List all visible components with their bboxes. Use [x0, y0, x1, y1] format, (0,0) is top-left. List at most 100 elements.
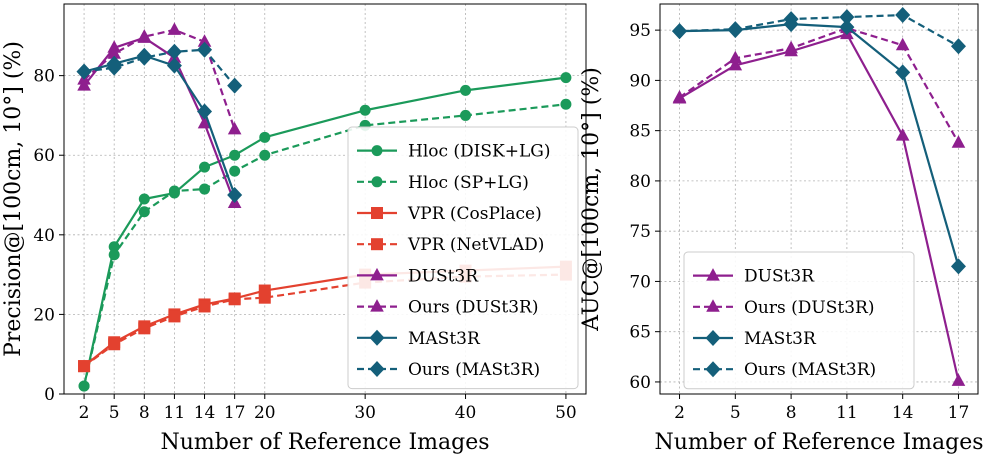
data-point — [728, 50, 743, 64]
legend-item: Ours (DUSt3R) — [693, 298, 874, 318]
data-point — [460, 84, 472, 96]
legend-swatch-marker — [706, 268, 720, 281]
data-point — [359, 104, 371, 116]
data-point — [137, 29, 152, 42]
legend-swatch-marker — [371, 176, 383, 188]
series-line — [83, 28, 236, 130]
data-point — [950, 38, 966, 55]
legend-box — [683, 251, 915, 390]
legend-item: DUSt3R — [357, 266, 479, 286]
data-point — [950, 258, 966, 275]
series-line — [679, 23, 960, 267]
data-point — [199, 183, 211, 195]
data-point — [672, 89, 687, 103]
data-point — [672, 23, 688, 40]
data-point — [728, 57, 743, 71]
data-point — [951, 373, 966, 386]
y-tick-label: 0 — [44, 385, 55, 405]
series-line — [83, 48, 236, 87]
legend-item: DUSt3R — [693, 267, 815, 287]
legend-item: MASt3R — [693, 329, 817, 349]
legend-label: Ours (MASt3R) — [408, 360, 540, 380]
legend-label: DUSt3R — [744, 267, 815, 287]
data-point — [227, 121, 242, 135]
data-point — [136, 49, 152, 66]
series-line — [83, 36, 236, 204]
x-tick-label: 5 — [109, 403, 120, 423]
data-point — [166, 43, 182, 60]
data-point — [784, 40, 798, 54]
data-point — [138, 193, 150, 205]
legend-swatch-marker — [371, 238, 383, 251]
x-tick-label: 11 — [164, 403, 186, 423]
legend-label: Ours (MASt3R) — [744, 360, 876, 380]
data-point — [227, 187, 243, 204]
legend-item: Ours (MASt3R) — [693, 360, 876, 380]
series-ours-mast3r — [672, 7, 966, 55]
data-point — [197, 41, 213, 58]
plot-frame — [659, 3, 979, 395]
x-tick-label: 2 — [79, 403, 90, 423]
data-point — [168, 185, 180, 197]
x-axis-label: Number of Reference Images — [654, 430, 983, 455]
data-point — [227, 77, 243, 94]
legend-swatch-marker — [706, 299, 720, 312]
data-point — [78, 360, 91, 373]
y-axis-label: Precision@[100cm, 10°] (%) — [1, 41, 26, 357]
x-tick-label: 50 — [555, 403, 577, 423]
x-tick-label: 5 — [730, 403, 741, 423]
x-tick-label: 20 — [254, 403, 276, 423]
y-tick-label: 60 — [33, 146, 55, 166]
legend-label: MASt3R — [408, 329, 481, 349]
y-tick-label: 90 — [629, 71, 651, 91]
data-point — [259, 131, 271, 143]
data-point — [895, 37, 910, 51]
legend-swatch-marker — [369, 361, 385, 377]
legend-label: MASt3R — [744, 329, 817, 349]
series-ours-mast3r — [76, 41, 243, 94]
legend-item: MASt3R — [357, 329, 481, 349]
data-point — [107, 46, 121, 59]
y-tick-label: 40 — [33, 226, 55, 246]
data-point — [228, 293, 241, 306]
data-point — [167, 22, 182, 35]
y-tick-label: 20 — [33, 305, 55, 325]
data-point — [229, 149, 241, 161]
data-point — [895, 128, 910, 141]
x-tick-label: 8 — [786, 403, 797, 423]
legend-swatch-marker — [369, 329, 385, 346]
x-tick-label: 8 — [139, 403, 150, 423]
legend-item: Hloc (DISK+LG) — [357, 142, 551, 162]
legend-label: Ours (DUSt3R) — [408, 298, 538, 318]
series-ours-dust3r — [77, 22, 242, 135]
y-tick-label: 60 — [629, 373, 651, 393]
data-point — [168, 310, 181, 323]
y-tick-label: 85 — [629, 122, 651, 142]
legend-swatch-marker — [705, 330, 721, 346]
data-point — [108, 249, 120, 261]
legend-item: Ours (MASt3R) — [357, 360, 540, 380]
x-tick-label: 30 — [354, 403, 376, 423]
legend: DUSt3R Ours (DUSt3R) MASt3R Ours (MASt3R) — [683, 251, 915, 390]
data-point — [727, 21, 743, 38]
series-mast3r — [76, 47, 243, 204]
data-point — [560, 98, 572, 110]
data-point — [229, 165, 241, 177]
data-point — [108, 241, 120, 253]
data-point — [951, 135, 966, 148]
y-tick-label: 80 — [629, 172, 651, 192]
series-mast3r — [672, 16, 966, 275]
data-point — [106, 59, 122, 76]
x-tick-label: 2 — [674, 403, 685, 423]
data-point — [839, 19, 855, 36]
series-ours-dust3r — [672, 20, 966, 148]
data-point — [259, 149, 271, 161]
x-tick-label: 11 — [836, 403, 858, 423]
data-point — [895, 7, 911, 24]
data-point — [460, 109, 472, 121]
data-point — [839, 9, 855, 26]
legend-box — [347, 126, 579, 390]
legend-swatch-marker — [371, 145, 383, 157]
data-point — [258, 291, 271, 304]
